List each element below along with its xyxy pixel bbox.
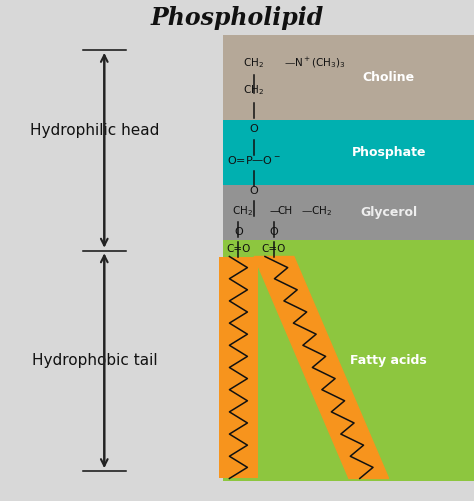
Bar <box>223 35 474 120</box>
Text: CH: CH <box>277 206 292 216</box>
Text: O: O <box>249 124 258 134</box>
Text: C=O: C=O <box>262 244 286 254</box>
Bar <box>223 120 474 185</box>
Text: Hydrophilic head: Hydrophilic head <box>30 123 159 138</box>
Text: O: O <box>249 186 258 196</box>
Text: —CH$_2$: —CH$_2$ <box>301 204 332 218</box>
Text: Choline: Choline <box>363 71 415 84</box>
Text: —: — <box>269 206 280 216</box>
Text: Phospholipid: Phospholipid <box>150 6 324 30</box>
Text: CH$_2$: CH$_2$ <box>232 204 253 218</box>
Text: CH$_2$: CH$_2$ <box>243 56 264 70</box>
Text: Hydrophobic tail: Hydrophobic tail <box>32 353 158 368</box>
Polygon shape <box>254 257 389 478</box>
Text: —N$^+$(CH$_3$)$_3$: —N$^+$(CH$_3$)$_3$ <box>284 55 346 70</box>
Text: Glycerol: Glycerol <box>360 206 417 219</box>
Bar <box>219 257 258 478</box>
Text: Fatty acids: Fatty acids <box>350 354 427 367</box>
Text: CH$_2$: CH$_2$ <box>243 83 264 97</box>
Text: C=O: C=O <box>226 244 251 254</box>
Bar <box>223 185 474 240</box>
Text: O: O <box>234 227 243 237</box>
Text: O: O <box>270 227 278 237</box>
Text: O=P—O$^-$: O=P—O$^-$ <box>227 154 281 166</box>
Text: Phosphate: Phosphate <box>351 146 426 159</box>
Bar <box>223 240 474 481</box>
